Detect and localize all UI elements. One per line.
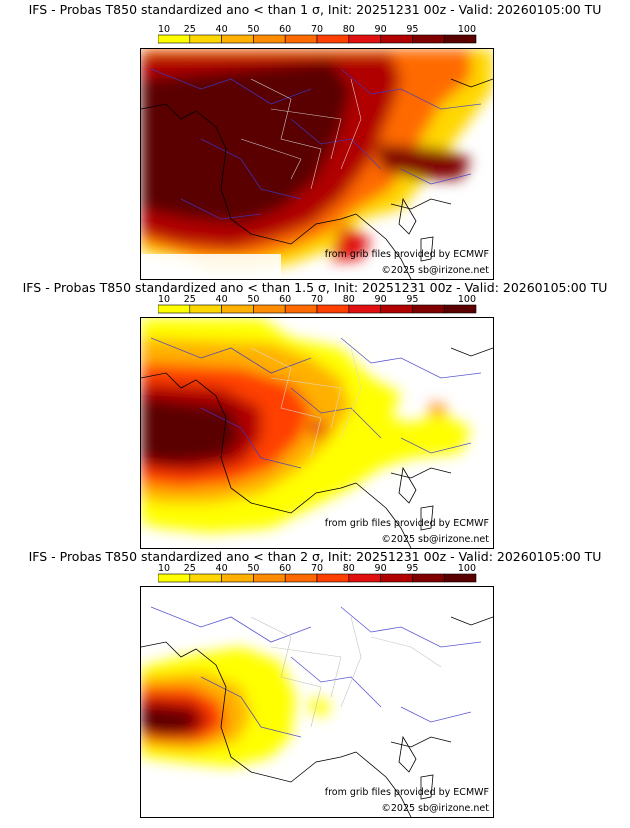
colorbar-swatch [158,304,191,314]
colorbar-swatch [189,573,222,583]
map-canvas [141,587,493,817]
map-canvas [141,318,493,548]
colorbar-swatch [253,34,286,44]
colorbar-tick-label: 60 [279,24,291,35]
colorbar-swatch [380,304,413,314]
colorbar-swatch [253,304,286,314]
colorbar: 10 25 40 50 60 70 80 90 95 100 [158,563,477,583]
colorbar-tick-label: 95 [406,294,418,305]
colorbar-swatch [443,573,477,583]
colorbar-tick-label: 60 [279,563,291,574]
colorbar-tick-label: 25 [184,24,196,35]
grib-credit: from grib files provided by ECMWF [324,787,489,798]
colorbar-swatch [189,34,222,44]
colorbar-swatch [284,34,318,44]
colorbar-tick-label: 40 [216,563,228,574]
colorbar-tick-label: 10 [158,563,170,574]
colorbar-swatch [316,573,350,583]
colorbar-tick-label: 50 [247,24,259,35]
panel-title: IFS - Probas T850 standardized ano < tha… [28,549,602,564]
colorbar-swatch [221,573,254,583]
colorbar-tick-label: 100 [458,24,476,35]
colorbar-tick-label: 80 [343,563,355,574]
colorbar-tick-label: 90 [375,24,387,35]
colorbar-tick-label: 50 [247,563,259,574]
colorbar-tick-label: 50 [247,294,259,305]
grib-credit: from grib files provided by ECMWF [324,518,489,529]
colorbar-swatch [189,304,222,314]
colorbar-tick-label: 40 [216,24,228,35]
colorbar-tick-label: 100 [458,294,476,305]
colorbar-swatch [316,304,350,314]
colorbar-tick-label: 10 [158,294,170,305]
colorbar-swatch [284,573,318,583]
colorbar-tick-label: 95 [406,24,418,35]
colorbar-tick-label: 60 [279,294,291,305]
colorbar-swatch [221,304,254,314]
colorbar-tick-label: 80 [343,294,355,305]
colorbar-swatch [412,304,445,314]
map-panel-1: IFS - Probas T850 standardized ano < tha… [0,2,630,280]
map-panel-3: IFS - Probas T850 standardized ano < tha… [0,545,630,821]
colorbar-tick-label: 70 [311,563,323,574]
colorbar-swatch [380,573,413,583]
probability-map: from grib files provided by ECMWF ©2025 … [140,586,494,818]
colorbar-tick-label: 90 [375,563,387,574]
colorbar-swatch [443,304,477,314]
colorbar-tick-label: 70 [311,294,323,305]
probability-map: from grib files provided by ECMWF ©2025 … [140,48,494,280]
colorbar-tick-label: 95 [406,563,418,574]
colorbar-tick-label: 10 [158,24,170,35]
colorbar-swatch [443,34,477,44]
grib-credit: from grib files provided by ECMWF [324,249,489,260]
colorbar-tick-label: 90 [375,294,387,305]
colorbar-tick-label: 70 [311,24,323,35]
colorbar-swatch [348,304,381,314]
panel-title: IFS - Probas T850 standardized ano < tha… [28,2,602,17]
colorbar-swatch [380,34,413,44]
map-canvas [141,49,493,279]
panel-title: IFS - Probas T850 standardized ano < tha… [22,280,608,295]
colorbar-swatch [348,34,381,44]
colorbar-swatch [284,304,318,314]
colorbar-swatch [158,573,191,583]
colorbar-tick-label: 40 [216,294,228,305]
colorbar-swatch [253,573,286,583]
copyright: ©2025 sb@irizone.net [381,803,489,814]
colorbar-swatch [412,34,445,44]
copyright: ©2025 sb@irizone.net [381,265,489,276]
probability-map: from grib files provided by ECMWF ©2025 … [140,317,494,549]
copyright: ©2025 sb@irizone.net [381,534,489,545]
colorbar-swatch [158,34,191,44]
colorbar-tick-label: 100 [458,563,476,574]
colorbar: 10 25 40 50 60 70 80 90 95 100 [158,294,477,314]
colorbar-tick-label: 25 [184,563,196,574]
colorbar-swatch [348,573,381,583]
colorbar-swatch [316,34,350,44]
colorbar-swatch [221,34,254,44]
colorbar-swatch [412,573,445,583]
colorbar-tick-label: 25 [184,294,196,305]
map-panel-2: IFS - Probas T850 standardized ano < tha… [0,272,630,549]
colorbar-tick-label: 80 [343,24,355,35]
colorbar: 10 25 40 50 60 70 80 90 95 100 [158,24,477,44]
